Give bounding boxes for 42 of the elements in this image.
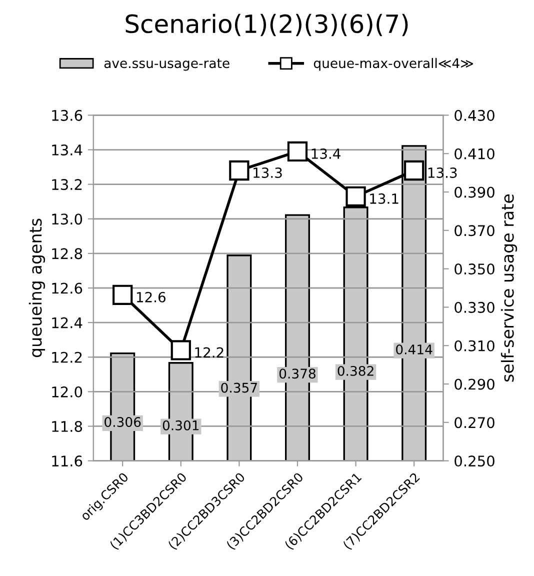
data-label: 0.357 — [221, 382, 257, 393]
y2-tick-label: 0.350 — [454, 264, 494, 275]
data-label: 12.6 — [136, 292, 166, 302]
y2-tick-label: 0.410 — [454, 148, 494, 160]
point — [112, 284, 133, 305]
y2-tick-label: 0.370 — [454, 225, 494, 236]
y-tick-label: 11.6 — [52, 456, 82, 467]
y-tick-label: 12.0 — [52, 386, 82, 398]
chart-title: Scenario(1)(2)(3)(6)(7) — [126, 14, 408, 36]
legend-label: ave.ssu-usage-rate — [104, 58, 230, 71]
data-label: 13.4 — [312, 148, 340, 159]
y2-tick-label: 0.390 — [454, 186, 494, 198]
y-tick-label: 11.8 — [52, 420, 82, 432]
y2-tick-label: 0.250 — [454, 456, 494, 467]
data-label: 0.301 — [162, 420, 199, 430]
legend-label: queue-max-overall≪4≫ — [314, 58, 473, 71]
y2-tick-label: 0.270 — [454, 417, 494, 428]
data-label: 13.3 — [428, 167, 457, 178]
y2-tick-label: 0.310 — [454, 340, 494, 352]
data-label: 12.2 — [195, 347, 224, 358]
y-tick-label: 12.4 — [52, 317, 82, 328]
y2-tick-label: 0.330 — [454, 302, 494, 313]
y-tick-label: 12.6 — [52, 282, 82, 294]
y-tick-label: 13.4 — [52, 144, 82, 156]
y-axis-title: queueing agents — [28, 218, 46, 358]
y-tick-label: 13.0 — [52, 214, 82, 225]
point — [170, 340, 191, 360]
data-label: 0.306 — [104, 417, 141, 427]
data-label: 13.1 — [370, 193, 398, 204]
y2-tick-label: 0.430 — [454, 110, 494, 121]
y-tick-label: 13.6 — [52, 110, 82, 121]
point — [404, 160, 424, 181]
y-tick-label: 12.8 — [52, 248, 82, 260]
y-tick-label: 13.2 — [52, 179, 82, 190]
y2-axis-title: self-service usage rate — [500, 194, 518, 382]
y-tick-label: 12.2 — [52, 352, 82, 363]
data-label: 0.382 — [338, 366, 374, 376]
point — [287, 141, 308, 162]
data-label: 13.3 — [254, 167, 282, 178]
data-label: 0.378 — [279, 368, 316, 379]
data-label: 0.414 — [396, 344, 432, 354]
y2-tick-label: 0.290 — [454, 378, 494, 390]
